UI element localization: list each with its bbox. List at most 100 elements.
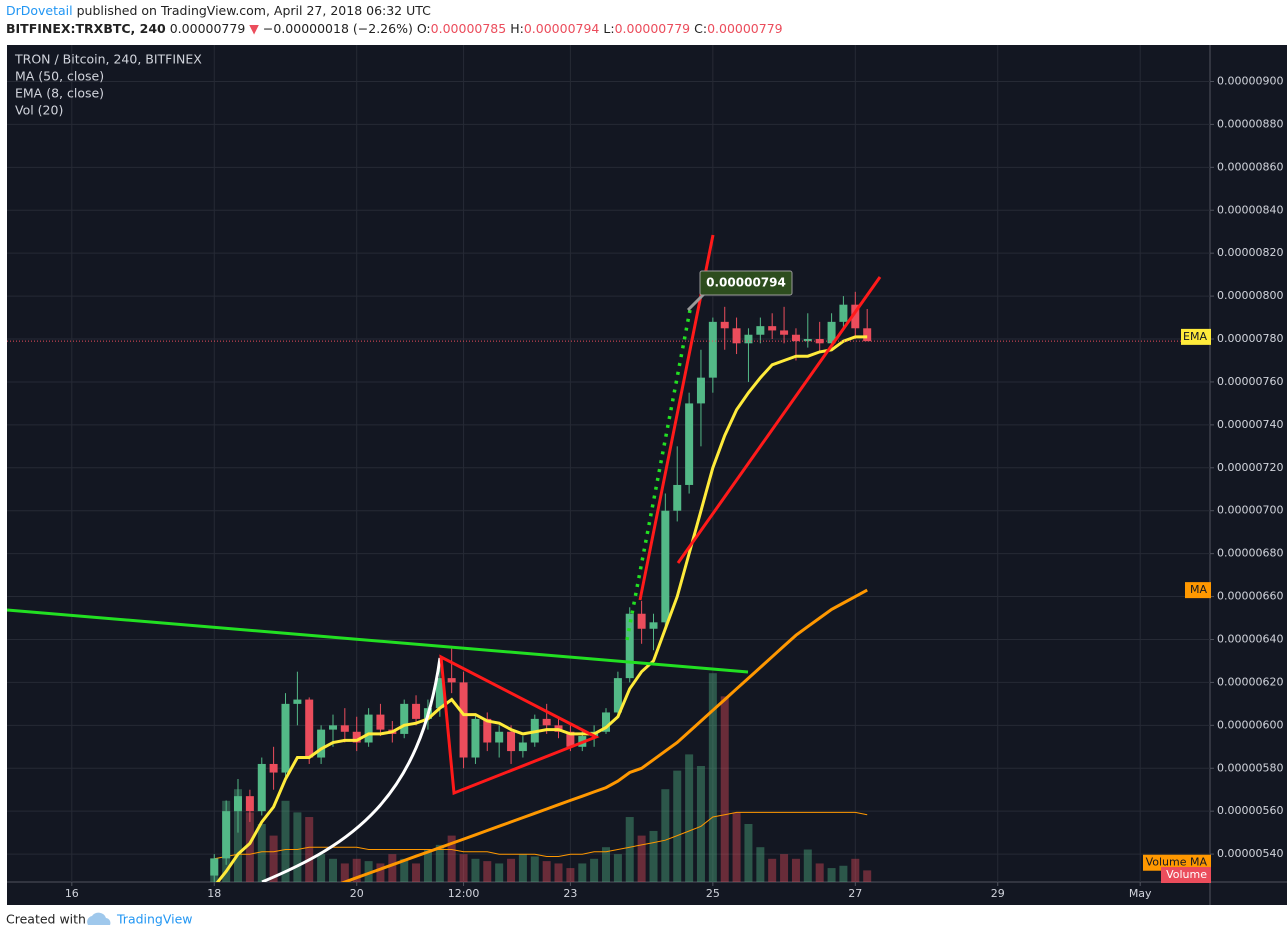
candle-body <box>566 731 575 747</box>
candle-body <box>269 763 278 773</box>
volume-bar <box>768 858 777 882</box>
footer-created: Created with <box>6 912 86 927</box>
legend-ma: MA (50, close) <box>15 69 104 84</box>
volume-bar <box>293 812 302 882</box>
h-label: H: <box>510 21 524 36</box>
volume-bar <box>566 868 575 882</box>
candle-body <box>803 339 812 342</box>
volume-bar <box>305 817 314 882</box>
candle-body <box>435 678 444 709</box>
axis-badge <box>1161 867 1211 883</box>
volume-bar <box>317 854 326 882</box>
volume-bar <box>376 863 385 882</box>
volume-bar <box>518 854 527 882</box>
c-value: 0.00000779 <box>707 21 783 36</box>
volume-bar <box>625 817 634 882</box>
volume-bar <box>352 858 361 882</box>
candle-body <box>233 796 242 812</box>
y-tick-label: 0.00000640 <box>1217 632 1283 645</box>
volume-bar <box>756 847 765 882</box>
axes: 0.00000540 0.00000560 0.00000580 0.00000600… <box>65 74 1284 900</box>
x-tick-label: 18 <box>207 887 221 900</box>
volume-bar <box>400 858 409 882</box>
drawings: 0.00000794 <box>7 234 882 882</box>
volume-bar <box>708 673 717 882</box>
volume-bar <box>649 830 658 882</box>
axis-badge-label: EMA <box>1183 330 1207 343</box>
indicator-line <box>215 335 868 882</box>
callout-box <box>699 270 793 296</box>
change: −0.00000018 (−2.26%) <box>263 21 413 36</box>
volume-bar <box>471 858 480 882</box>
candle-body <box>222 811 231 859</box>
volume-bar <box>791 858 800 882</box>
trendline <box>7 608 749 674</box>
y-tick-label: 0.00000720 <box>1217 461 1283 474</box>
x-tick-label: 27 <box>848 887 862 900</box>
chart-bg <box>7 45 1287 905</box>
y-tick-label: 0.00000680 <box>1217 547 1283 560</box>
candle-body <box>376 714 385 730</box>
l-value: 0.00000779 <box>615 21 691 36</box>
y-tick-label: 0.00000620 <box>1217 675 1283 688</box>
volume-bar <box>720 696 729 882</box>
volume-bar <box>483 861 492 882</box>
y-tick-label: 0.00000860 <box>1217 160 1283 173</box>
candle-body <box>661 510 670 623</box>
volume-bar <box>780 854 789 882</box>
volume-bar <box>257 824 266 882</box>
volume-bar <box>459 854 468 882</box>
x-tick-label: 29 <box>991 887 1005 900</box>
volume-bar <box>388 854 397 882</box>
axis-badge <box>1185 582 1211 599</box>
legend-symbol: TRON / Bitcoin, 240, BITFINEX <box>14 52 202 67</box>
c-label: C: <box>694 21 707 36</box>
candle-body <box>708 321 717 378</box>
candle-body <box>649 622 658 629</box>
footer-brand[interactable]: TradingView <box>116 912 193 927</box>
tv-logo[interactable] <box>87 912 111 925</box>
volume-bar <box>685 754 694 882</box>
volume-bar <box>803 849 812 882</box>
y-tick-label: 0.00000660 <box>1217 590 1283 603</box>
price-layer <box>7 291 1210 882</box>
curve-drawing <box>261 657 442 882</box>
candle-body <box>791 334 800 342</box>
x-tick-label: 23 <box>563 887 577 900</box>
axis-badge-label: Volume <box>1166 868 1207 881</box>
triangle-drawing <box>439 654 600 796</box>
candle-body <box>352 731 361 743</box>
x-tick-label: 12:00 <box>448 887 480 900</box>
candle-body <box>412 703 421 719</box>
volume-bar <box>863 870 872 882</box>
candle-body <box>293 699 302 704</box>
trendline <box>676 276 882 564</box>
volume-bar <box>245 812 254 882</box>
candle-body <box>245 796 254 812</box>
candle-body <box>447 678 456 683</box>
published: published on TradingView.com, April 27, … <box>77 3 432 18</box>
candle-body <box>495 731 504 743</box>
candle-body <box>696 377 705 404</box>
volume-bar <box>281 800 290 882</box>
y-tick-label: 0.00000580 <box>1217 761 1283 774</box>
grid <box>7 45 1210 882</box>
y-tick-label: 0.00000900 <box>1217 74 1283 87</box>
dotted-trend <box>625 309 692 641</box>
quote-line: BITFINEX:TRXBTC, 240 0.00000779 ▼ −0.000… <box>6 21 783 36</box>
x-tick-label: 25 <box>706 887 720 900</box>
symbol: BITFINEX:TRXBTC, 240 <box>6 21 166 36</box>
volume-ma-line <box>214 811 868 860</box>
volume-bar <box>530 856 539 882</box>
candle-body <box>281 703 290 773</box>
candle-body <box>625 613 634 679</box>
candle-body <box>257 763 266 812</box>
candle-body <box>328 725 337 730</box>
y-tick-label: 0.00000600 <box>1217 718 1283 731</box>
candle-body <box>863 328 872 342</box>
candle-body <box>210 858 219 876</box>
volume-bar <box>412 863 421 882</box>
candle-body <box>483 718 492 743</box>
volume-bar <box>839 865 848 882</box>
y-tick-label: 0.00000840 <box>1217 203 1283 216</box>
